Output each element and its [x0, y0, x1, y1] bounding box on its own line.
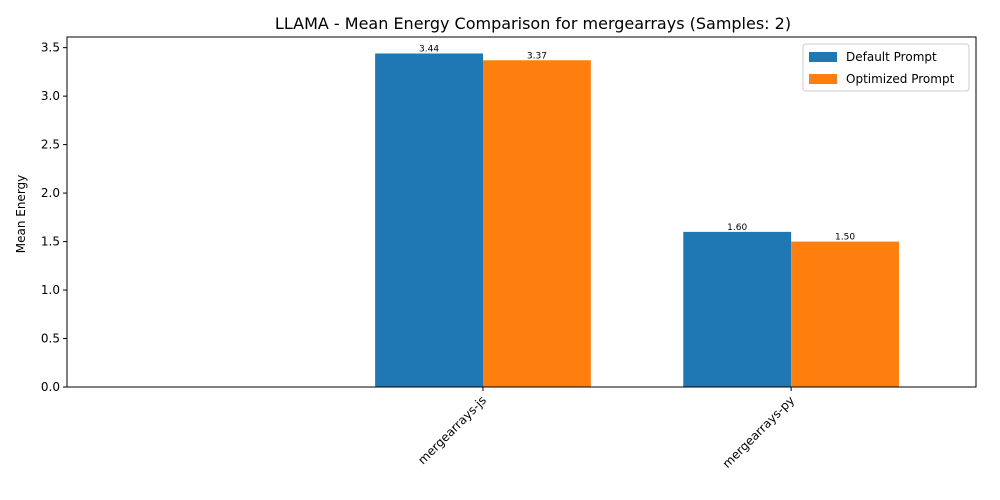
y-tick-label: 3.0: [41, 89, 60, 103]
bar: [791, 241, 899, 387]
legend-label: Optimized Prompt: [846, 72, 955, 86]
chart-title: LLAMA - Mean Energy Comparison for merge…: [275, 14, 791, 33]
x-tick-label: mergearrays-py: [720, 393, 797, 470]
y-axis-label: Mean Energy: [14, 175, 28, 254]
legend: Default Prompt Optimized Prompt: [802, 43, 970, 92]
legend-box: [802, 43, 970, 92]
bar-value-label: 3.37: [527, 51, 547, 61]
bars-group: [375, 53, 899, 387]
bar: [375, 53, 483, 387]
bar-value-label: 1.60: [727, 223, 747, 233]
bar: [482, 60, 591, 387]
y-tick-label: 1.0: [41, 283, 60, 297]
y-axis-ticks: 0.0 0.5 1.0 1.5 2.0 2.5 3.0 3.5: [41, 41, 67, 394]
bar-value-label: 1.50: [835, 233, 855, 243]
x-tick-label: mergearrays-js: [415, 393, 489, 467]
x-axis-ticks: mergearrays-js mergearrays-py: [415, 387, 797, 471]
y-tick-label: 2.5: [41, 138, 60, 152]
y-tick-label: 2.0: [41, 186, 60, 200]
bar-value-label: 3.44: [419, 44, 439, 54]
y-tick-label: 3.5: [41, 41, 60, 55]
plot-frame: [66, 36, 977, 388]
y-tick-label: 0.5: [41, 332, 60, 346]
legend-swatch: [809, 74, 837, 84]
legend-swatch: [809, 52, 837, 62]
y-tick-label: 0.0: [41, 380, 60, 394]
data-labels-group: 3.44 3.37 1.60 1.50: [419, 44, 855, 242]
bar: [683, 231, 792, 387]
y-tick-label: 1.5: [41, 235, 60, 249]
legend-label: Default Prompt: [846, 50, 937, 64]
